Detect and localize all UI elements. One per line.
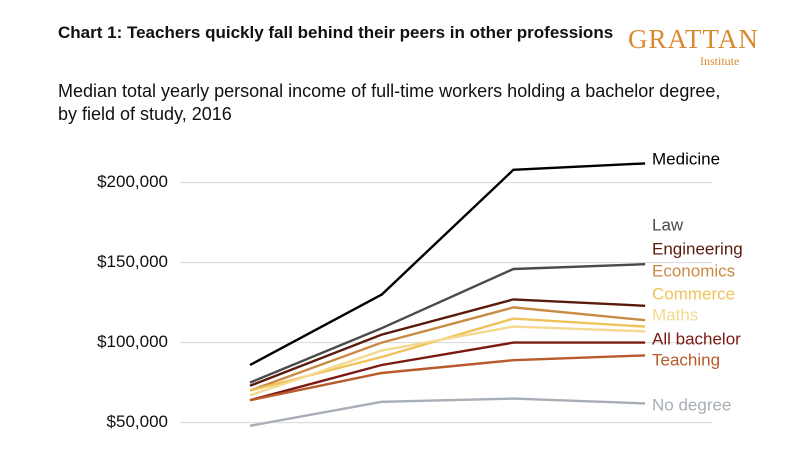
series-label: Commerce bbox=[652, 284, 735, 303]
series-line bbox=[249, 354, 646, 402]
series-label: All bachelor bbox=[652, 329, 741, 348]
y-tick-label: $150,000 bbox=[97, 252, 168, 271]
series-label: Medicine bbox=[652, 149, 720, 168]
series-label: Economics bbox=[652, 261, 735, 280]
logo-subtitle: Institute bbox=[700, 54, 740, 68]
series-label: Engineering bbox=[652, 239, 743, 258]
series-line bbox=[249, 397, 646, 427]
series-label: Teaching bbox=[652, 350, 720, 369]
series-line bbox=[249, 306, 646, 392]
series-line bbox=[249, 298, 646, 387]
series-label: Law bbox=[652, 215, 684, 234]
y-tick-label: $100,000 bbox=[97, 332, 168, 351]
logo: GRATTAN bbox=[628, 24, 759, 54]
series-line bbox=[249, 263, 646, 384]
series-label: Maths bbox=[652, 305, 698, 324]
chart-title: Chart 1: Teachers quickly fall behind th… bbox=[58, 23, 614, 42]
series-label: No degree bbox=[652, 395, 731, 414]
series-line bbox=[249, 325, 646, 397]
series-line bbox=[249, 162, 646, 367]
series-line bbox=[249, 341, 646, 402]
y-tick-label: $50,000 bbox=[107, 412, 168, 431]
y-tick-label: $200,000 bbox=[97, 172, 168, 191]
chart-subtitle: Median total yearly personal income of f… bbox=[58, 81, 721, 124]
